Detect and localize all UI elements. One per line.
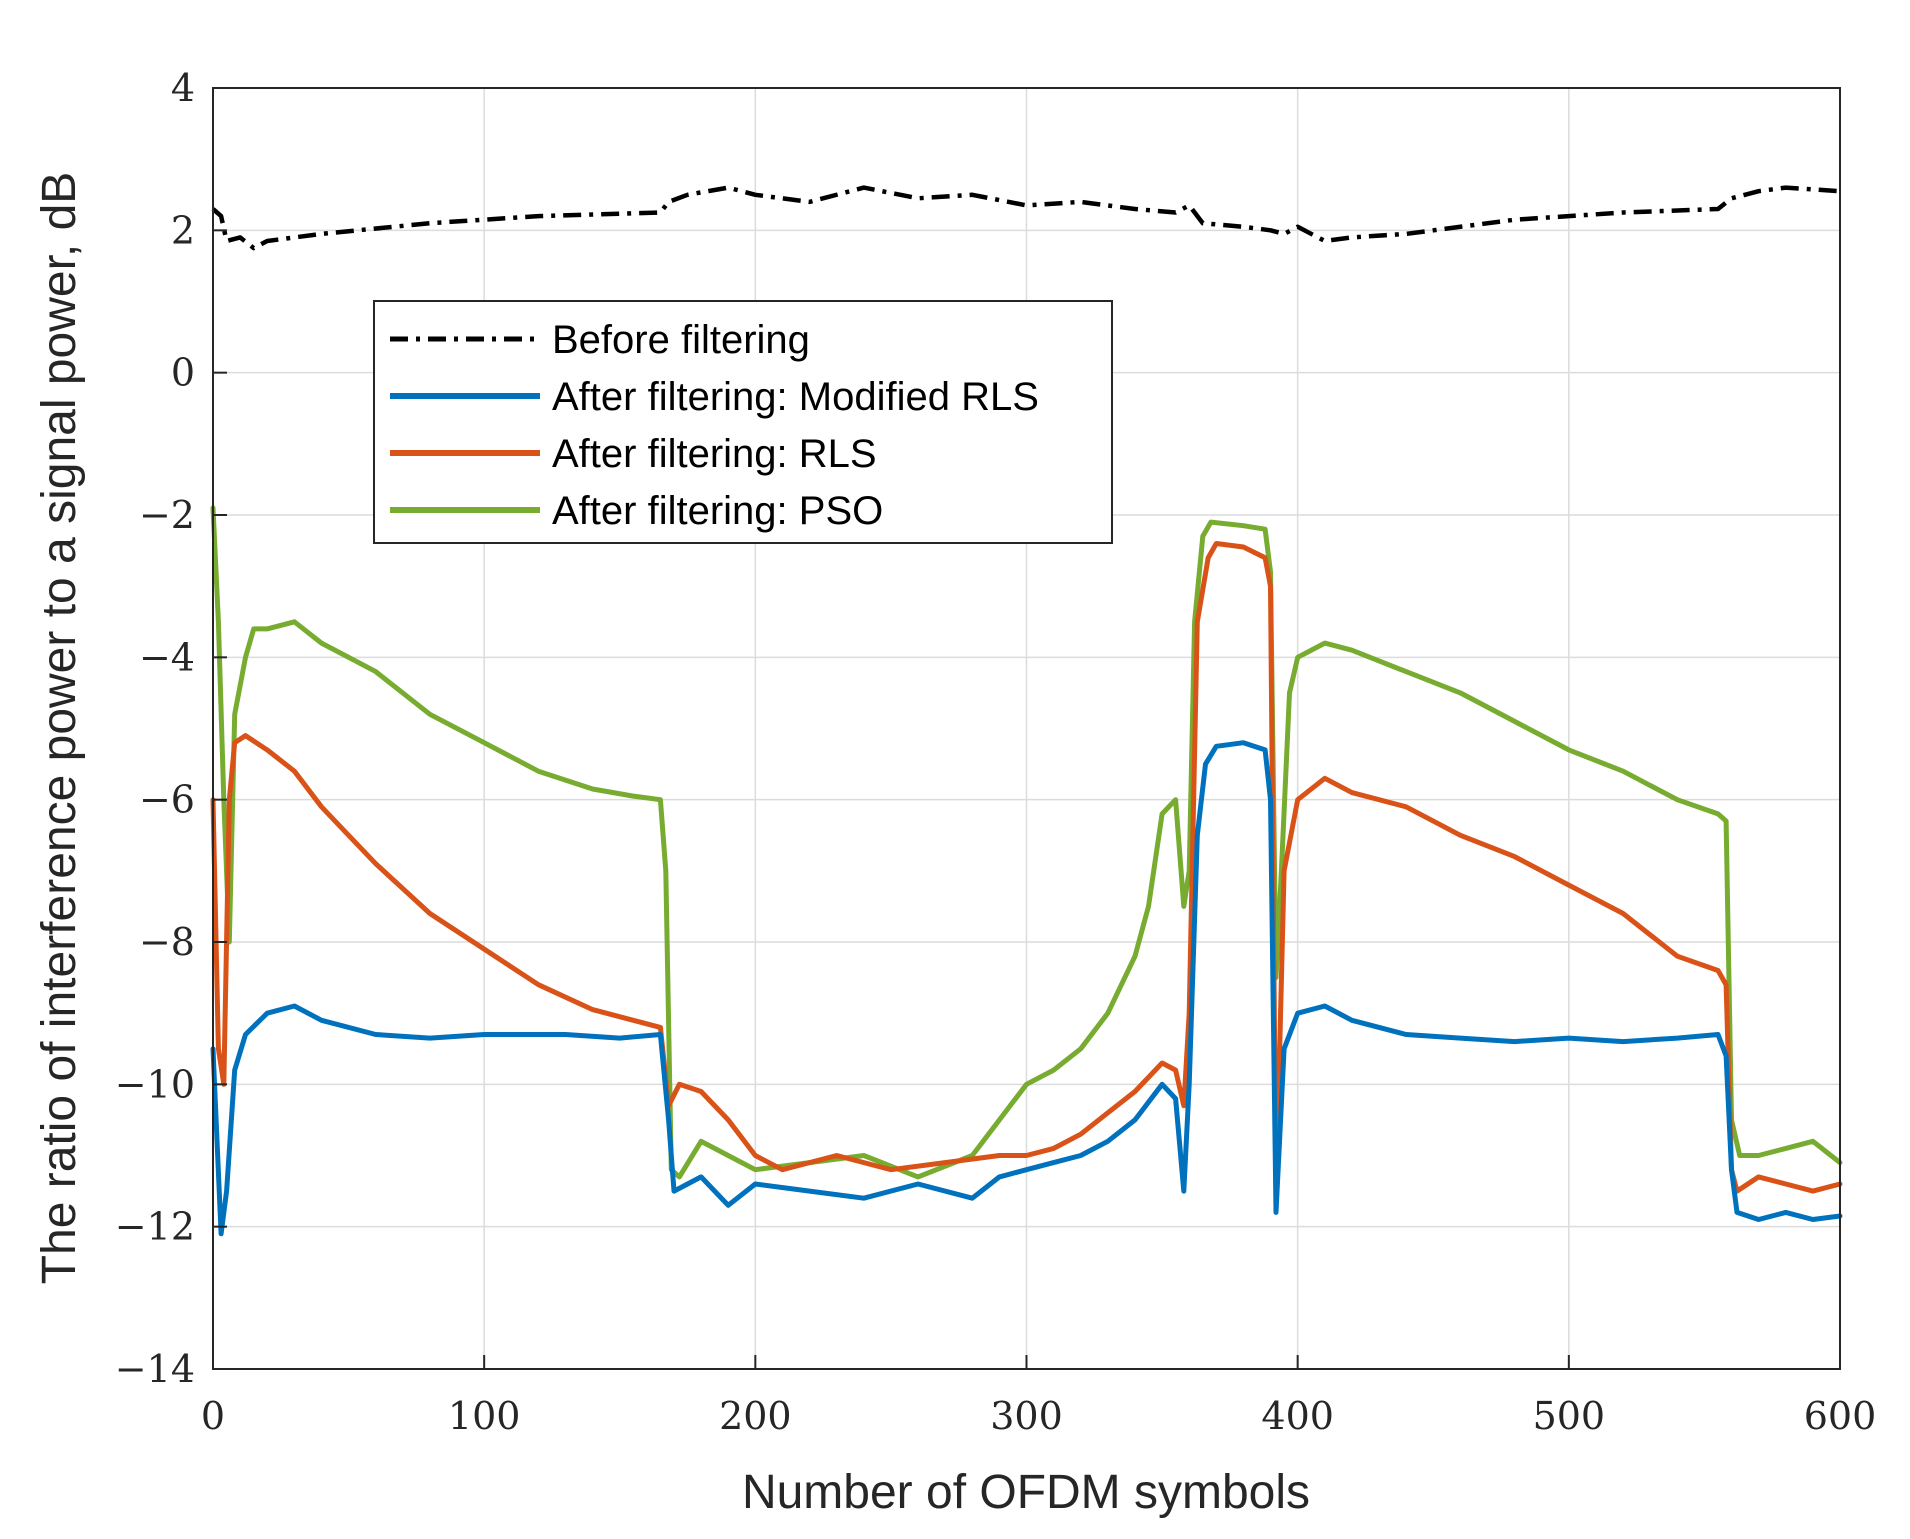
y-tick-label: −12 [115,1205,195,1249]
y-tick-label: −10 [115,1062,195,1106]
legend: Before filtering After filtering: Modifie… [373,300,1113,544]
legend-label-1: After filtering: Modified RLS [552,375,1039,419]
y-tick-label: −4 [139,635,195,679]
series-line-1 [210,740,1843,1237]
y-axis-title: The ratio of interference power to a sig… [33,172,86,1285]
y-tick-label: −8 [139,920,195,964]
x-tick-label: 200 [719,1394,792,1438]
x-tick-label: 300 [990,1394,1063,1438]
series-layer [210,185,1843,1237]
series-line-0 [211,185,1841,251]
legend-label-0: Before filtering [552,318,810,362]
series-line-3 [210,505,1843,1180]
x-tick-label: 400 [1261,1394,1334,1438]
y-tick-label: −2 [139,493,195,537]
x-tick-label: 500 [1533,1394,1606,1438]
axis-ticks: 0 100 200 300 400 500 600 −14 −12 −10 −8 −6 −4 −2 0 2 4 [115,66,1876,1438]
legend-box [373,300,1113,544]
series-line-2 [210,541,1843,1201]
y-tick-label: −14 [115,1347,195,1391]
legend-label-2: After filtering: RLS [552,432,877,476]
legend-label-3: After filtering: PSO [552,489,883,533]
x-tick-label: 0 [201,1394,225,1438]
y-tick-label: −6 [139,778,195,822]
x-tick-label: 100 [448,1394,521,1438]
y-tick-label: 0 [171,351,195,395]
y-tick-label: 2 [171,208,195,252]
x-tick-label: 600 [1804,1394,1877,1438]
x-axis-title: Number of OFDM symbols [742,1466,1310,1519]
y-tick-label: 4 [171,66,195,110]
